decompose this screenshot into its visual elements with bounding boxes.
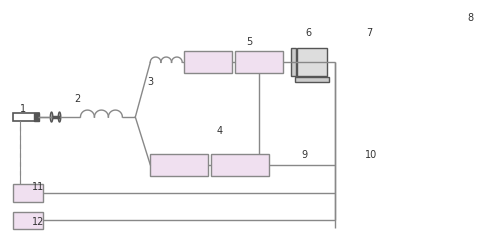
- Text: 7: 7: [366, 28, 372, 38]
- Text: 2: 2: [75, 94, 81, 104]
- Ellipse shape: [58, 112, 61, 122]
- Bar: [211, 154, 269, 176]
- Bar: [295, 77, 329, 82]
- Text: 11: 11: [32, 182, 44, 192]
- Text: 4: 4: [217, 126, 223, 136]
- Text: 12: 12: [32, 217, 44, 227]
- Bar: [184, 51, 232, 73]
- Text: 9: 9: [301, 150, 307, 161]
- Bar: [12, 184, 42, 202]
- Bar: [12, 113, 38, 121]
- Bar: [33, 113, 38, 121]
- Bar: [150, 154, 208, 176]
- Text: 8: 8: [468, 13, 474, 23]
- Bar: [291, 48, 296, 76]
- Ellipse shape: [50, 112, 53, 122]
- Bar: [235, 51, 283, 73]
- Text: 6: 6: [305, 28, 311, 38]
- Text: 1: 1: [20, 104, 26, 114]
- Text: 5: 5: [247, 38, 252, 47]
- Text: 3: 3: [147, 77, 153, 87]
- Text: 10: 10: [365, 150, 378, 161]
- Bar: [297, 48, 327, 76]
- Bar: [12, 211, 42, 229]
